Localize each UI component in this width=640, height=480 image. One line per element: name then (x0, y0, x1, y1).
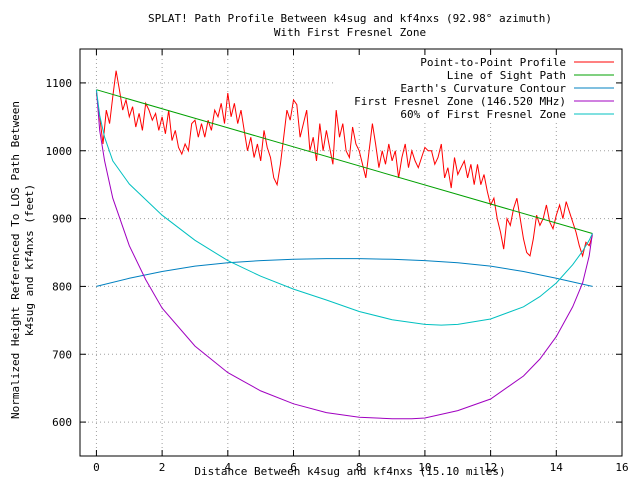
y-tick-label: 1000 (46, 145, 73, 158)
series-line-line-of-sight-path (96, 89, 593, 234)
y-tick-label: 800 (52, 280, 72, 293)
chart-title: SPLAT! Path Profile Between k4sug and kf… (148, 12, 552, 25)
legend-background (336, 52, 620, 122)
y-tick-label: 900 (52, 213, 72, 226)
series-line-60-of-first-fresnel-zone (95, 89, 593, 326)
x-tick-label: 16 (615, 461, 628, 474)
x-tick-label: 10 (418, 461, 431, 474)
x-tick-label: 0 (93, 461, 100, 474)
x-tick-label: 6 (290, 461, 297, 474)
chart-subtitle: With First Fresnel Zone (274, 26, 426, 39)
legend-label: Earth's Curvature Contour (400, 82, 566, 95)
y-axis-label-line2: k4sug and kf4nxs (feet) (23, 184, 36, 336)
legend-label: Point-to-Point Profile (420, 56, 566, 69)
y-axis-label: Normalized Height Referenced To LOS Path… (9, 101, 22, 419)
x-tick-label: 14 (550, 461, 564, 474)
y-tick-label: 700 (52, 348, 72, 361)
axis-ticks: 0 2 4 6 8 10 12 14 16 600 700 800 900 1000 1100 (46, 49, 629, 474)
series-line-first-fresnel-zone-146-520-mhz (95, 89, 593, 420)
y-tick-label: 600 (52, 416, 72, 429)
plot-series (95, 70, 593, 420)
y-tick-label: 1100 (46, 77, 73, 90)
x-tick-label: 4 (225, 461, 232, 474)
legend-label: 60% of First Fresnel Zone (400, 108, 566, 121)
x-tick-label: 8 (356, 461, 363, 474)
x-axis-label: Distance Between k4sug and kf4nxs (15.10… (194, 465, 505, 478)
legend-label: First Fresnel Zone (146.520 MHz) (354, 95, 566, 108)
grid (80, 49, 622, 456)
series-line-earth-s-curvature-contour (96, 258, 593, 287)
legend-label: Line of Sight Path (447, 69, 566, 82)
series-line-point-to-point-profile (95, 70, 593, 258)
x-tick-label: 12 (484, 461, 497, 474)
plot-frame (79, 48, 623, 457)
x-tick-label: 2 (159, 461, 166, 474)
